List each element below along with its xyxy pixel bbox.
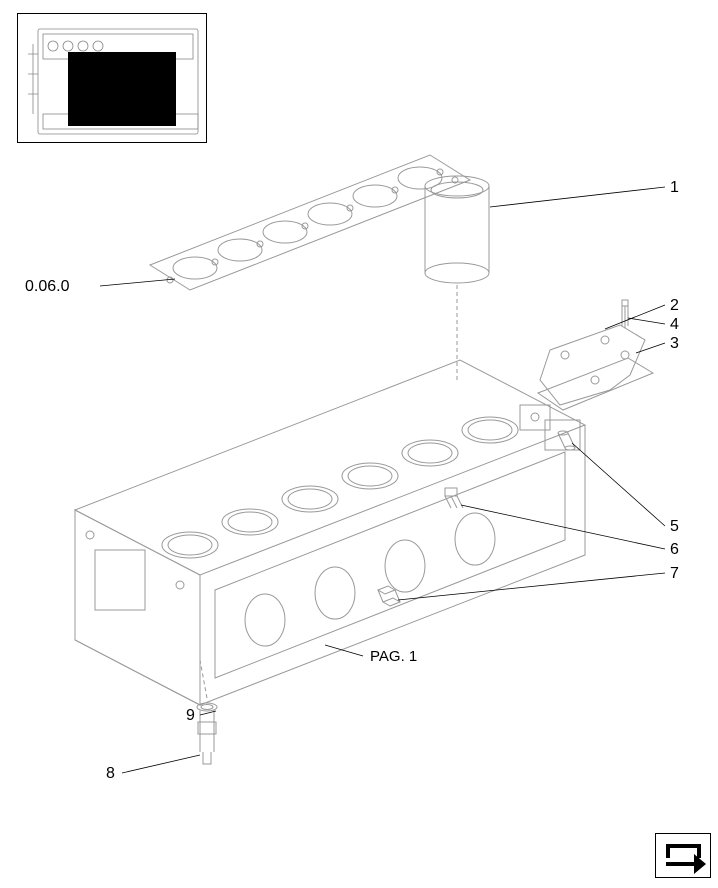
callout-4: 4	[670, 316, 679, 334]
callout-5: 5	[670, 518, 679, 536]
page-reference: PAG. 1	[370, 648, 417, 665]
callout-6: 6	[670, 541, 679, 559]
callout-3: 3	[670, 335, 679, 353]
callout-1: 1	[670, 179, 679, 197]
callout-9: 9	[186, 707, 195, 725]
engine-diagram	[0, 0, 718, 888]
callout-2: 2	[670, 297, 679, 315]
callout-8: 8	[106, 765, 115, 783]
callout-7: 7	[670, 565, 679, 583]
next-page-icon[interactable]	[655, 833, 711, 878]
